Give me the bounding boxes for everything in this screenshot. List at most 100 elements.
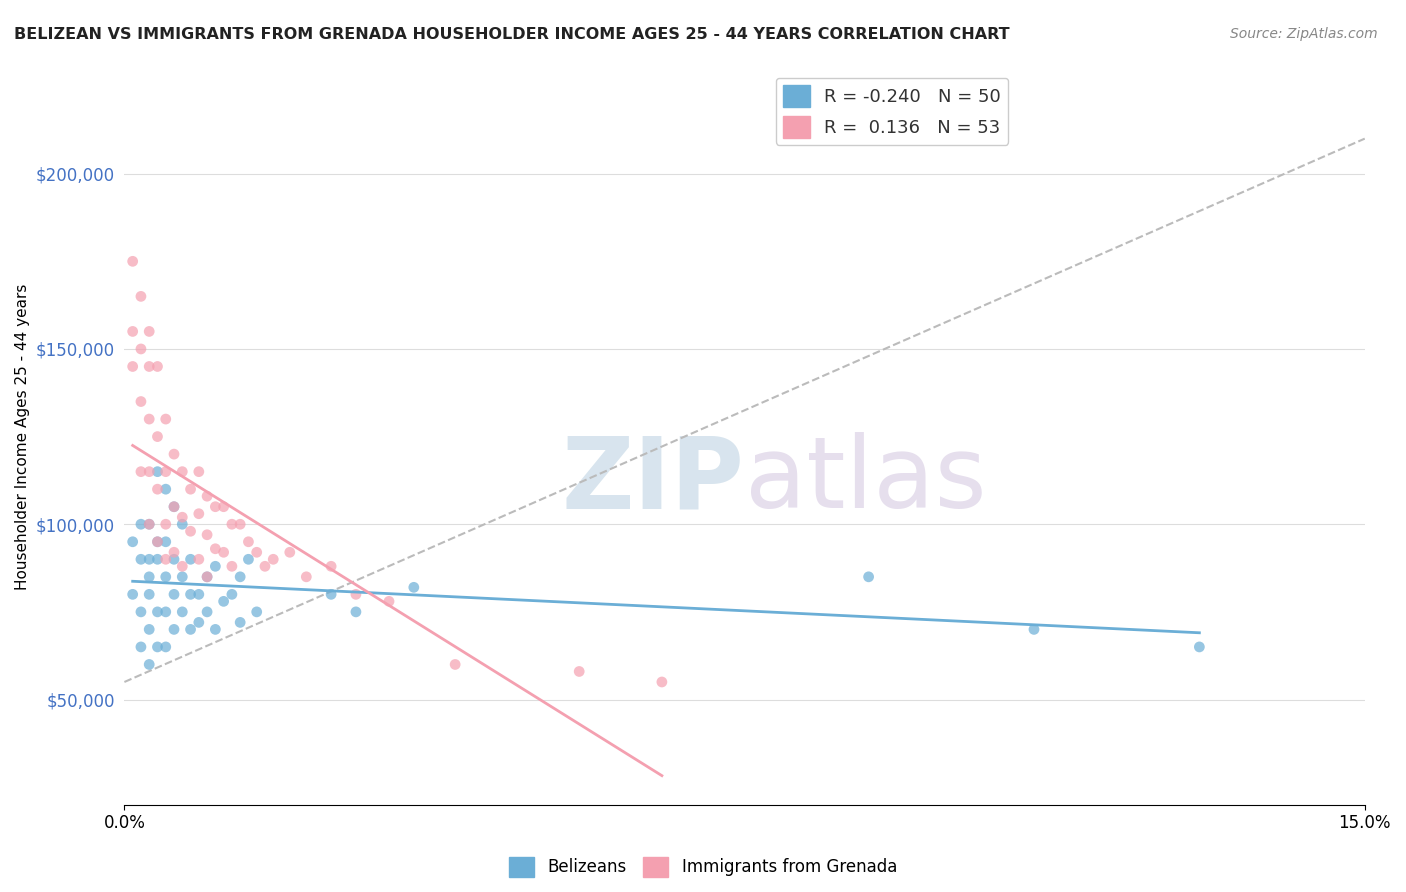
Point: [204, 541, 226, 556]
Point: [246, 605, 269, 619]
Point: [129, 517, 152, 532]
Point: [321, 587, 343, 601]
Point: [138, 517, 160, 532]
Point: [129, 394, 152, 409]
Point: [172, 605, 194, 619]
Point: [163, 447, 186, 461]
Point: [172, 465, 194, 479]
Point: [172, 517, 194, 532]
Point: [295, 570, 318, 584]
Point: [238, 552, 260, 566]
Point: [321, 559, 343, 574]
Point: [195, 527, 218, 541]
Point: [121, 359, 143, 374]
Point: [146, 552, 169, 566]
Point: [444, 657, 467, 672]
Point: [129, 640, 152, 654]
Point: [229, 570, 252, 584]
Point: [187, 552, 209, 566]
Point: [180, 524, 202, 539]
Point: [221, 559, 243, 574]
Text: ZIP: ZIP: [562, 433, 745, 529]
Point: [138, 517, 160, 532]
Point: [163, 500, 186, 514]
Point: [121, 587, 143, 601]
Point: [129, 342, 152, 356]
Point: [129, 605, 152, 619]
Point: [146, 359, 169, 374]
Point: [180, 587, 202, 601]
Point: [146, 534, 169, 549]
Point: [121, 254, 143, 268]
Point: [163, 545, 186, 559]
Point: [146, 465, 169, 479]
Point: [1022, 623, 1045, 637]
Point: [155, 534, 177, 549]
Point: [262, 552, 284, 566]
Text: atlas: atlas: [745, 433, 986, 529]
Point: [195, 489, 218, 503]
Point: [344, 587, 367, 601]
Legend: R = -0.240   N = 50, R =  0.136   N = 53: R = -0.240 N = 50, R = 0.136 N = 53: [776, 78, 1008, 145]
Point: [187, 587, 209, 601]
Point: [172, 559, 194, 574]
Point: [221, 587, 243, 601]
Point: [172, 510, 194, 524]
Point: [180, 623, 202, 637]
Point: [129, 289, 152, 303]
Point: [195, 570, 218, 584]
Point: [138, 359, 160, 374]
Point: [651, 675, 673, 690]
Point: [121, 325, 143, 339]
Point: [146, 482, 169, 496]
Point: [146, 640, 169, 654]
Point: [138, 587, 160, 601]
Point: [278, 545, 301, 559]
Point: [212, 545, 235, 559]
Point: [163, 500, 186, 514]
Point: [180, 552, 202, 566]
Point: [163, 552, 186, 566]
Point: [204, 559, 226, 574]
Point: [138, 325, 160, 339]
Point: [129, 465, 152, 479]
Point: [229, 615, 252, 630]
Point: [378, 594, 401, 608]
Point: [155, 412, 177, 426]
Point: [146, 429, 169, 443]
Point: [138, 412, 160, 426]
Point: [229, 517, 252, 532]
Text: Source: ZipAtlas.com: Source: ZipAtlas.com: [1230, 27, 1378, 41]
Point: [138, 623, 160, 637]
Point: [344, 605, 367, 619]
Point: [155, 570, 177, 584]
Point: [172, 570, 194, 584]
Y-axis label: Householder Income Ages 25 - 44 years: Householder Income Ages 25 - 44 years: [15, 284, 30, 590]
Point: [187, 615, 209, 630]
Point: [146, 534, 169, 549]
Point: [163, 587, 186, 601]
Point: [212, 500, 235, 514]
Point: [187, 465, 209, 479]
Point: [246, 545, 269, 559]
Point: [568, 665, 591, 679]
Point: [1188, 640, 1211, 654]
Point: [221, 517, 243, 532]
Point: [163, 623, 186, 637]
Point: [402, 580, 425, 594]
Point: [204, 500, 226, 514]
Point: [155, 552, 177, 566]
Point: [195, 570, 218, 584]
Point: [138, 657, 160, 672]
Point: [129, 552, 152, 566]
Point: [155, 640, 177, 654]
Point: [858, 570, 880, 584]
Point: [253, 559, 276, 574]
Point: [155, 465, 177, 479]
Point: [187, 507, 209, 521]
Point: [180, 482, 202, 496]
Point: [138, 570, 160, 584]
Legend: Belizeans, Immigrants from Grenada: Belizeans, Immigrants from Grenada: [502, 850, 904, 884]
Point: [212, 594, 235, 608]
Point: [204, 623, 226, 637]
